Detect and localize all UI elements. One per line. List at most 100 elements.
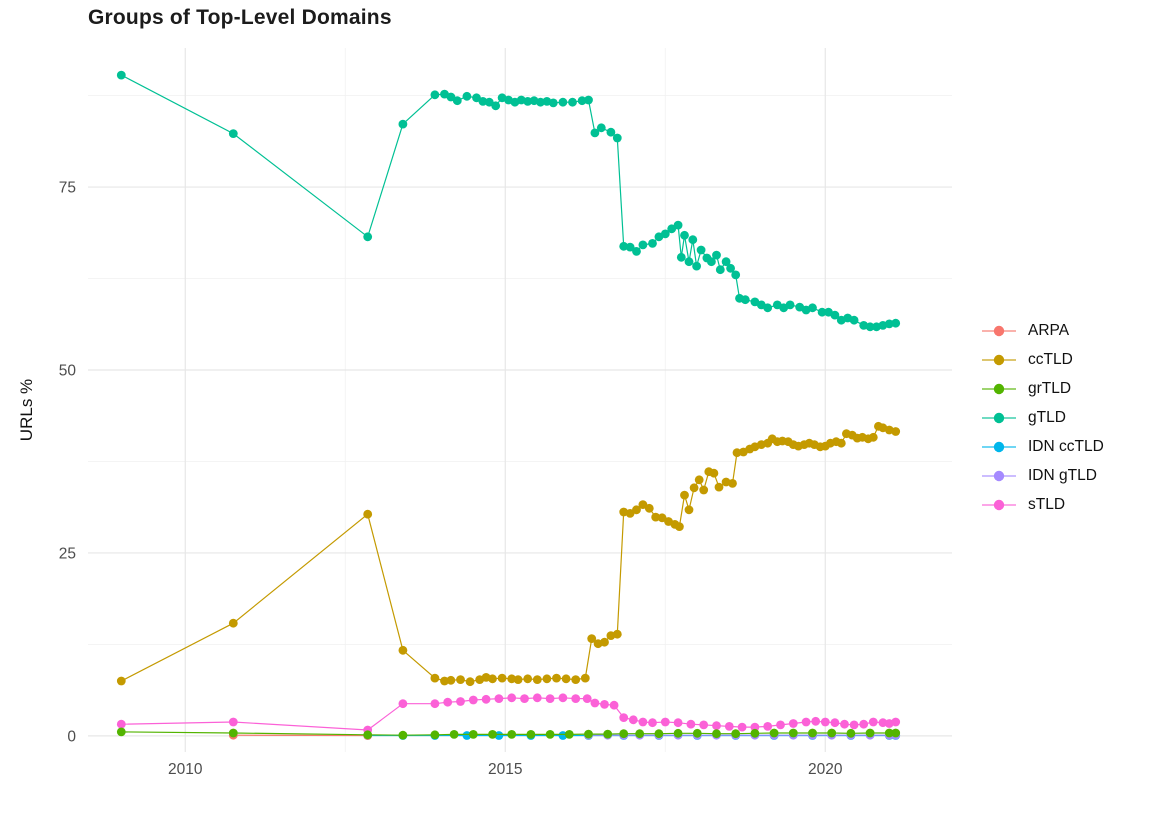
data-point	[590, 128, 600, 138]
data-point	[582, 694, 592, 703]
legend-item-arpa: ARPA	[980, 320, 1104, 342]
data-point	[763, 303, 773, 313]
legend-key-dot	[993, 412, 1005, 424]
data-point	[724, 722, 734, 731]
data-point	[740, 295, 750, 305]
data-point	[707, 257, 716, 267]
data-point	[468, 730, 478, 739]
data-point	[596, 123, 606, 133]
data-point	[571, 675, 581, 684]
data-point	[865, 322, 875, 332]
data-point	[808, 303, 817, 313]
data-point	[513, 675, 523, 684]
chart-title: Groups of Top-Level Domains	[88, 6, 392, 29]
data-point	[750, 722, 760, 732]
data-point	[488, 730, 497, 739]
series-grtld	[116, 727, 901, 740]
legend-item-idn-cctld: IDN ccTLD	[980, 436, 1104, 458]
legend-label: grTLD	[1028, 380, 1072, 397]
data-point	[801, 717, 811, 727]
data-point	[612, 629, 622, 639]
data-point	[468, 695, 478, 705]
data-point	[452, 96, 462, 106]
data-point	[776, 720, 785, 730]
data-point	[580, 673, 590, 683]
data-point	[731, 270, 741, 280]
data-point	[808, 728, 817, 738]
data-point	[116, 727, 126, 737]
data-point	[731, 729, 741, 739]
data-point	[465, 677, 475, 687]
series-line	[121, 425, 896, 683]
series-cctld	[116, 421, 901, 687]
data-point	[632, 247, 641, 256]
data-point	[363, 232, 373, 242]
legend-item-cctld: ccTLD	[980, 349, 1104, 371]
data-point	[228, 717, 238, 727]
data-point	[635, 729, 645, 739]
data-point	[491, 101, 501, 111]
data-point	[750, 728, 760, 738]
data-point	[712, 721, 721, 731]
data-point	[481, 694, 491, 704]
data-point	[788, 728, 798, 738]
legend-key-icon	[982, 412, 1016, 424]
data-point	[571, 694, 581, 703]
data-point	[868, 717, 878, 727]
data-point	[625, 242, 635, 252]
data-point	[868, 432, 878, 442]
data-point	[884, 319, 894, 329]
legend-item-gtld: gTLD	[980, 407, 1104, 429]
data-point	[532, 675, 542, 684]
data-point	[619, 241, 629, 251]
data-point	[817, 307, 827, 317]
data-point	[603, 729, 613, 739]
series-stld	[116, 693, 901, 735]
data-point	[526, 730, 536, 739]
data-point	[688, 235, 698, 245]
data-point	[692, 728, 702, 738]
data-point	[116, 719, 126, 729]
data-point	[600, 637, 609, 647]
data-point	[449, 730, 459, 739]
data-point	[667, 224, 677, 234]
data-point	[478, 97, 488, 106]
x-tick-label: 2010	[168, 761, 203, 778]
data-point	[430, 90, 440, 100]
data-point	[507, 730, 517, 739]
data-point	[878, 718, 888, 728]
legend-label: sTLD	[1028, 496, 1066, 513]
data-point	[548, 98, 558, 108]
legend-item-idn-gtld: IDN gTLD	[980, 465, 1104, 487]
legend-label: ARPA	[1028, 322, 1070, 339]
data-point	[891, 728, 901, 738]
y-tick-label: 75	[59, 180, 76, 197]
data-point	[523, 97, 533, 106]
data-point	[836, 438, 846, 448]
data-point	[587, 634, 597, 643]
data-point	[545, 730, 555, 739]
data-point	[830, 718, 840, 728]
data-point	[600, 700, 609, 709]
y-tick-label: 25	[59, 545, 76, 562]
legend-item-grtld: grTLD	[980, 378, 1104, 400]
data-point	[673, 718, 683, 728]
data-point	[228, 618, 238, 628]
data-point	[628, 715, 638, 725]
data-point	[680, 490, 689, 500]
data-point	[545, 694, 555, 703]
data-point	[116, 70, 126, 80]
data-point	[398, 699, 408, 709]
data-point	[536, 97, 545, 107]
data-point	[721, 257, 731, 267]
data-point	[558, 97, 568, 107]
data-point	[684, 257, 694, 267]
legend-label: gTLD	[1028, 409, 1066, 426]
data-point	[811, 716, 821, 726]
data-point	[712, 250, 721, 260]
data-point	[638, 240, 648, 250]
data-point	[443, 697, 453, 707]
data-point	[484, 97, 494, 107]
data-point	[430, 699, 440, 709]
